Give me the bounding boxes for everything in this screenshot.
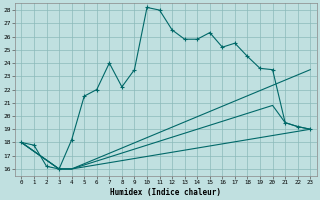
X-axis label: Humidex (Indice chaleur): Humidex (Indice chaleur) (110, 188, 221, 197)
